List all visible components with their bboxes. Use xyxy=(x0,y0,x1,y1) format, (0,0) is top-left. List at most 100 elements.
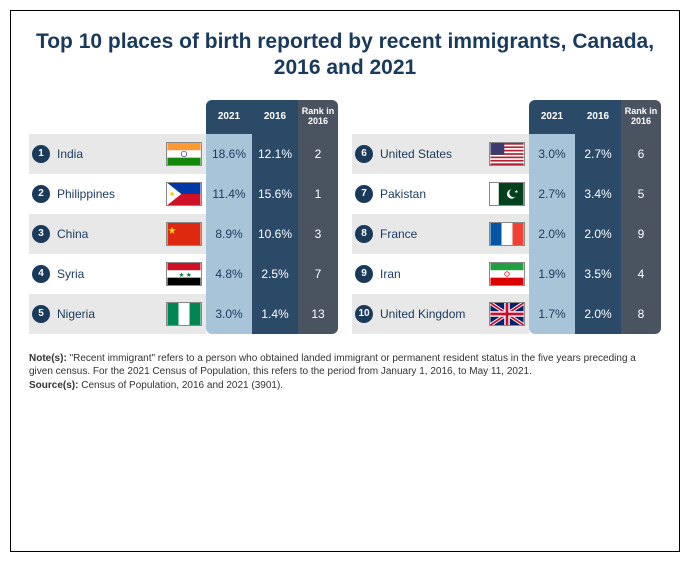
rank-2016: 6 xyxy=(621,134,661,174)
rank-badge: 2 xyxy=(32,185,50,203)
table-row: 6 United States 3.0% 2.7% 6 xyxy=(352,134,661,174)
header-row: 2021 2016 Rank in 2016 xyxy=(29,100,338,134)
table-row: 8 France 2.0% 2.0% 9 xyxy=(352,214,661,254)
value-2016: 2.0% xyxy=(575,214,621,254)
value-2021: 3.0% xyxy=(529,134,575,174)
rank-cell: 5 xyxy=(29,294,53,334)
value-2016: 2.7% xyxy=(575,134,621,174)
svg-text:★: ★ xyxy=(179,271,185,278)
value-2021: 11.4% xyxy=(206,174,252,214)
rank-badge: 6 xyxy=(355,145,373,163)
value-2016: 3.4% xyxy=(575,174,621,214)
flag-icon xyxy=(162,174,206,214)
rank-2016: 13 xyxy=(298,294,338,334)
rank-cell: 3 xyxy=(29,214,53,254)
notes-text: "Recent immigrant" refers to a person wh… xyxy=(29,353,636,378)
country-name: China xyxy=(53,214,162,254)
column-left: 2021 2016 Rank in 2016 1 India 18.6% 12.… xyxy=(29,100,338,334)
source-text: Census of Population, 2016 and 2021 (390… xyxy=(81,380,283,391)
country-name: Nigeria xyxy=(53,294,162,334)
value-2016: 15.6% xyxy=(252,174,298,214)
header-spacer xyxy=(485,100,529,134)
table-row: 7 Pakistan ★ 2.7% 3.4% 5 xyxy=(352,174,661,214)
header-2016: 2016 xyxy=(575,100,621,134)
flag-icon: ★★ xyxy=(162,254,206,294)
chart-title: Top 10 places of birth reported by recen… xyxy=(29,29,661,82)
rank-badge: 5 xyxy=(32,305,50,323)
rank-cell: 2 xyxy=(29,174,53,214)
table-row: 10 United Kingdom 1.7% 2.0% 8 xyxy=(352,294,661,334)
rank-2016: 9 xyxy=(621,214,661,254)
flag-icon xyxy=(485,214,529,254)
table-row: 2 Philippines 11.4% 15.6% 1 xyxy=(29,174,338,214)
table-row: 4 Syria ★★ 4.8% 2.5% 7 xyxy=(29,254,338,294)
flag-icon xyxy=(485,294,529,334)
value-2016: 2.0% xyxy=(575,294,621,334)
header-2021: 2021 xyxy=(529,100,575,134)
flag-icon: ★ xyxy=(485,174,529,214)
rank-2016: 3 xyxy=(298,214,338,254)
country-name: United States xyxy=(376,134,485,174)
header-spacer xyxy=(29,100,53,134)
notes-label: Note(s): xyxy=(29,353,70,364)
country-name: Iran xyxy=(376,254,485,294)
rank-cell: 6 xyxy=(352,134,376,174)
flag-icon xyxy=(162,214,206,254)
footnotes: Note(s): "Recent immigrant" refers to a … xyxy=(29,348,661,393)
value-2016: 12.1% xyxy=(252,134,298,174)
country-name: Pakistan xyxy=(376,174,485,214)
flag-icon xyxy=(162,134,206,174)
columns-wrap: 2021 2016 Rank in 2016 1 India 18.6% 12.… xyxy=(29,100,661,334)
header-spacer xyxy=(162,100,206,134)
rank-badge: 8 xyxy=(355,225,373,243)
value-2016: 10.6% xyxy=(252,214,298,254)
table-row: 5 Nigeria 3.0% 1.4% 13 xyxy=(29,294,338,334)
rank-2016: 1 xyxy=(298,174,338,214)
rank-cell: 7 xyxy=(352,174,376,214)
rank-2016: 5 xyxy=(621,174,661,214)
rank-2016: 2 xyxy=(298,134,338,174)
rank-badge: 7 xyxy=(355,185,373,203)
rank-cell: 9 xyxy=(352,254,376,294)
value-2021: 4.8% xyxy=(206,254,252,294)
flag-icon xyxy=(162,294,206,334)
rank-badge: 4 xyxy=(32,265,50,283)
rank-2016: 8 xyxy=(621,294,661,334)
header-2021: 2021 xyxy=(206,100,252,134)
country-name: Philippines xyxy=(53,174,162,214)
table-row: 3 China 8.9% 10.6% 3 xyxy=(29,214,338,254)
header-spacer xyxy=(53,100,162,134)
rank-cell: 4 xyxy=(29,254,53,294)
value-2021: 18.6% xyxy=(206,134,252,174)
table-row: 1 India 18.6% 12.1% 2 xyxy=(29,134,338,174)
country-name: India xyxy=(53,134,162,174)
value-2021: 1.9% xyxy=(529,254,575,294)
rank-badge: 3 xyxy=(32,225,50,243)
rank-badge: 1 xyxy=(32,145,50,163)
value-2021: 1.7% xyxy=(529,294,575,334)
country-name: Syria xyxy=(53,254,162,294)
header-2016: 2016 xyxy=(252,100,298,134)
rank-cell: 10 xyxy=(352,294,376,334)
column-right: 2021 2016 Rank in 2016 6 United States 3… xyxy=(352,100,661,334)
flag-icon xyxy=(485,254,529,294)
rank-badge: 9 xyxy=(355,265,373,283)
rank-2016: 4 xyxy=(621,254,661,294)
value-2021: 8.9% xyxy=(206,214,252,254)
source-label: Source(s): xyxy=(29,380,81,391)
country-name: United Kingdom xyxy=(376,294,485,334)
flag-icon xyxy=(485,134,529,174)
header-spacer xyxy=(352,100,376,134)
header-row: 2021 2016 Rank in 2016 xyxy=(352,100,661,134)
value-2021: 2.7% xyxy=(529,174,575,214)
svg-text:★: ★ xyxy=(186,271,192,278)
country-name: France xyxy=(376,214,485,254)
value-2016: 2.5% xyxy=(252,254,298,294)
value-2021: 3.0% xyxy=(206,294,252,334)
infographic-frame: Top 10 places of birth reported by recen… xyxy=(10,10,680,552)
rank-badge: 10 xyxy=(355,305,373,323)
rank-2016: 7 xyxy=(298,254,338,294)
header-spacer xyxy=(376,100,485,134)
rank-cell: 1 xyxy=(29,134,53,174)
value-2016: 3.5% xyxy=(575,254,621,294)
